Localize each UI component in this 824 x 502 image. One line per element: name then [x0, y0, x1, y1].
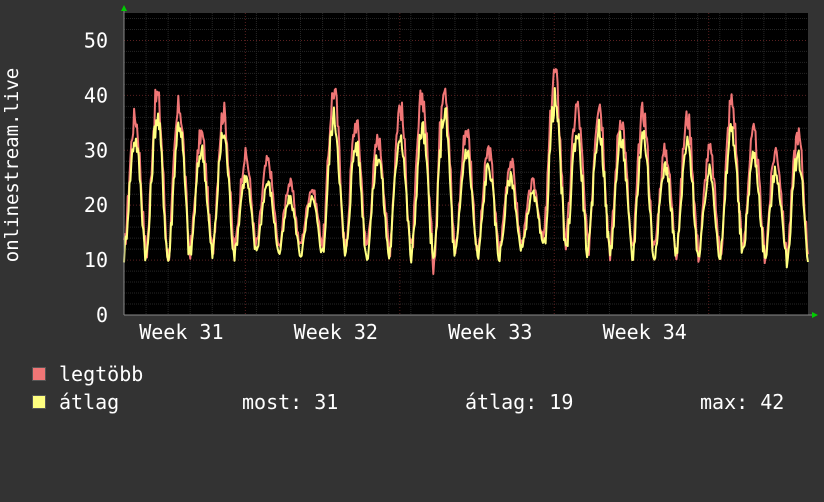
x-tick-label: Week 32 [294, 320, 378, 344]
y-tick-label: 20 [84, 193, 108, 217]
series-line-avg [123, 87, 809, 269]
x-axis-arrow [812, 312, 818, 318]
legend-label-max: legtöbb [59, 362, 144, 386]
legend-row-max: legtöbb [32, 363, 143, 385]
legend-row-avg: átlag [32, 391, 119, 413]
stat-avg: átlag: 19 [465, 390, 574, 414]
x-tick-label: Week 33 [448, 320, 532, 344]
y-axis-title: onlinestream.live [1, 67, 23, 263]
legend-label-avg: átlag [59, 390, 120, 414]
legend-swatch-max [32, 367, 46, 381]
chart-svg: 0 10 20 30 40 50 Week 31 Week 32 Week 33 Week 34 [84, 5, 818, 344]
stat-max: max: 42 [700, 390, 785, 414]
y-tick-label: 10 [84, 248, 108, 272]
y-tick-label: 40 [84, 83, 108, 107]
x-tick-label: Week 34 [603, 320, 687, 344]
stat-now: most: 31 [242, 390, 339, 414]
y-tick-label: 0 [96, 303, 108, 327]
plot-area [124, 13, 808, 315]
graph-container: 0 10 20 30 40 50 Week 31 Week 32 Week 33 Week 34 … [0, 5, 824, 413]
y-tick-label: 30 [84, 138, 108, 162]
y-axis-arrow [121, 5, 127, 11]
x-tick-label: Week 31 [139, 320, 223, 344]
legend-swatch-avg [32, 395, 46, 409]
y-tick-label: 50 [84, 28, 108, 52]
legend-stats: most: 31 átlag: 19 max: 42 [0, 391, 824, 413]
